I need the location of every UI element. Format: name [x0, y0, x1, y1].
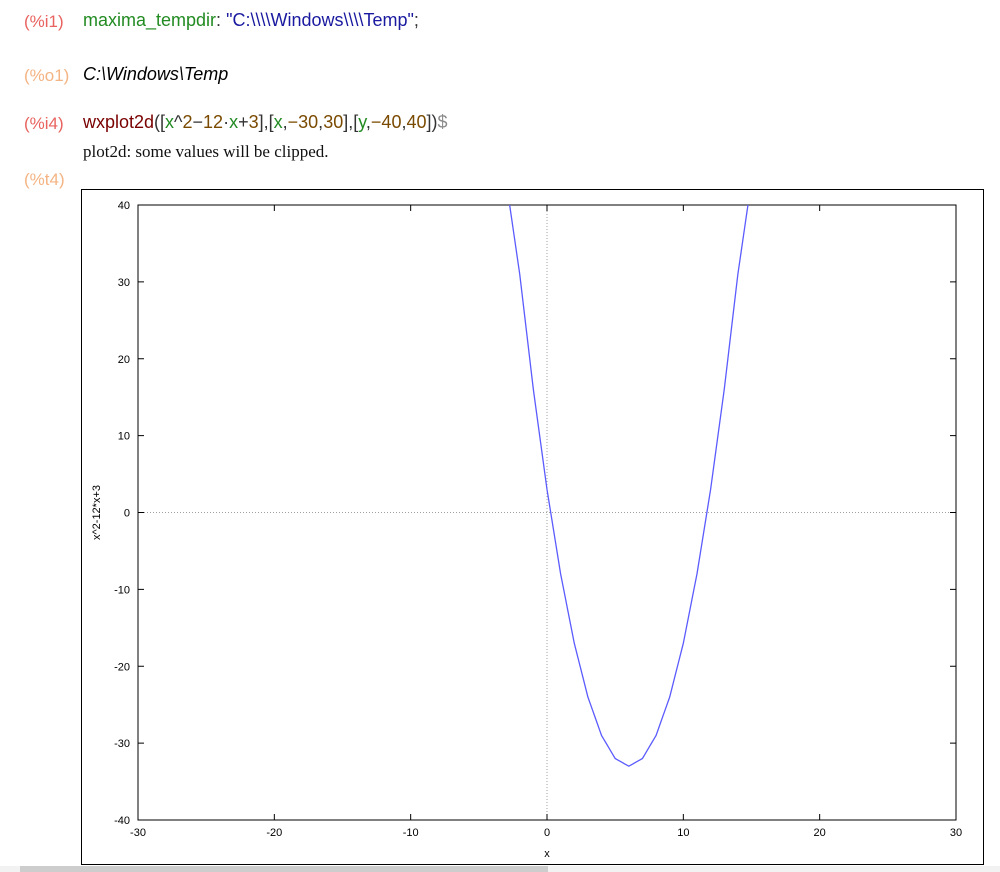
output-label: (%o1) — [24, 66, 70, 85]
code-token: + — [238, 112, 249, 132]
code-token: ],[ — [343, 112, 359, 132]
output-label: (%t4) — [24, 170, 65, 189]
code-token: ^ — [174, 112, 183, 132]
y-tick-label: -40 — [114, 815, 130, 827]
code-token: x — [165, 112, 175, 132]
code-token: 3 — [248, 112, 259, 132]
string-literal: "C:\\\\Windows\\\\Temp" — [226, 10, 414, 30]
code-token: ]) — [426, 112, 438, 132]
code-token: y — [358, 112, 366, 132]
x-tick-label: 30 — [950, 827, 962, 839]
code-token: 30 — [323, 112, 344, 132]
y-tick-label: 10 — [118, 431, 130, 443]
function-name: maxima_tempdir — [83, 10, 217, 30]
warning-message: plot2d: some values will be clipped. — [83, 142, 329, 161]
code-token: , — [282, 112, 288, 132]
x-tick-label: -10 — [403, 827, 419, 839]
code-token: ],[ — [258, 112, 274, 132]
scrollbar-thumb[interactable] — [20, 866, 548, 872]
input-label: (%i4) — [24, 114, 64, 133]
code-line[interactable]: maxima_tempdir: "C:\\\\Windows\\\\Temp"; — [83, 10, 419, 31]
plot-output[interactable]: -30 -20 -10 0 10 20 30 -40 -30 -20 -10 0 10 20 30 40 x x^… — [81, 189, 984, 865]
code-token: , — [365, 112, 371, 132]
x-tick-label: -20 — [266, 827, 282, 839]
y-tick-label: 0 — [124, 508, 130, 520]
y-tick-label: 20 — [118, 354, 130, 366]
code-token: $ — [437, 112, 448, 132]
code-token: −40 — [370, 112, 402, 132]
code-token: ; — [413, 10, 419, 30]
input-cell-i1[interactable]: (%i1) maxima_tempdir: "C:\\\\Windows\\\\… — [0, 10, 1000, 36]
plot-chart: -30 -20 -10 0 10 20 30-40-30-20-10010203040xx^… — [91, 200, 962, 860]
code-token: , — [318, 112, 324, 132]
code-line[interactable]: wxplot2d([x^2−12·x+3],[x,−30,30],[y,−40,… — [83, 112, 448, 133]
code-token: 40 — [406, 112, 427, 132]
output-cell-o1: (%o1) C:\Windows\Temp — [0, 64, 1000, 90]
x-axis-label: x — [544, 848, 550, 860]
code-token: − — [192, 112, 204, 132]
code-token: : — [216, 10, 227, 30]
y-tick-label: -10 — [114, 584, 130, 596]
x-tick-label: -30 — [130, 827, 146, 839]
y-tick-label: 30 — [118, 277, 130, 289]
code-token: ([ — [154, 112, 166, 132]
code-token: 12 — [203, 112, 224, 132]
plot-cell-t4: (%t4) — [0, 168, 80, 192]
y-tick-label: -20 — [114, 661, 130, 673]
code-token: x — [273, 112, 283, 132]
y-tick-label: 40 — [118, 200, 130, 212]
function-name: wxplot2d — [83, 112, 155, 132]
series-line — [508, 204, 749, 767]
code-token: · — [223, 112, 230, 132]
y-tick-label: -30 — [114, 738, 130, 750]
code-token: , — [401, 112, 407, 132]
x-tick-label: 10 — [677, 827, 689, 839]
input-cell-i4[interactable]: (%i4) wxplot2d([x^2−12·x+3],[x,−30,30],[… — [0, 112, 1000, 161]
output-value: C:\Windows\Temp — [83, 64, 229, 84]
x-tick-label: 20 — [814, 827, 826, 839]
y-axis-label: x^2-12*x+3 — [91, 485, 103, 540]
code-token: 2 — [182, 112, 193, 132]
input-label: (%i1) — [24, 12, 64, 31]
code-token: x — [229, 112, 239, 132]
x-tick-label: 0 — [544, 827, 550, 839]
code-token: −30 — [287, 112, 319, 132]
